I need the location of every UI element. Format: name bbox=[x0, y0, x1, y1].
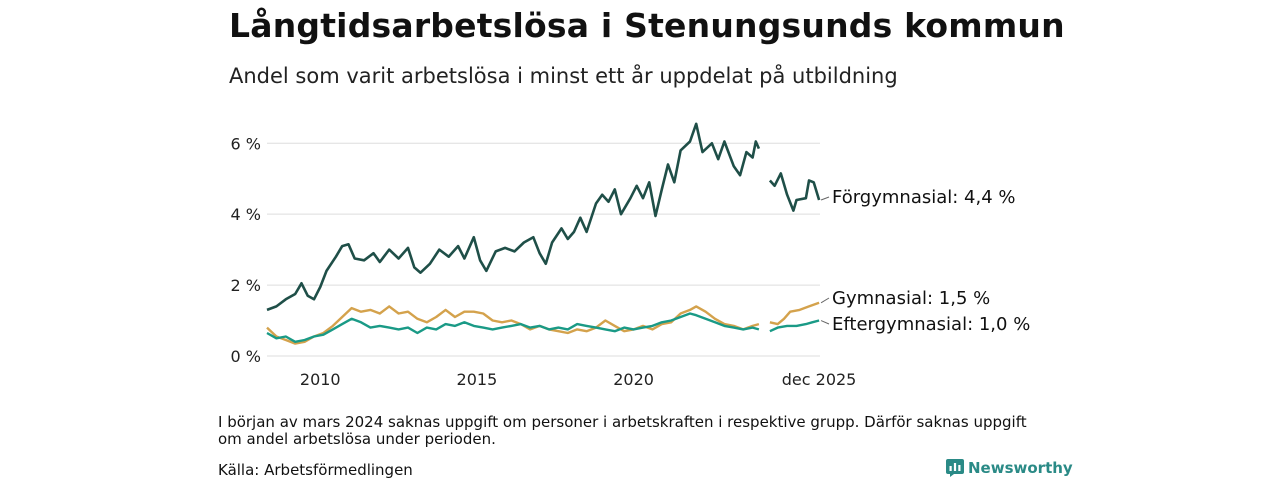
series-line-gymnasial bbox=[266, 305, 760, 345]
x-tick-label: 2010 bbox=[300, 370, 341, 389]
y-tick-label: 2 % bbox=[231, 276, 261, 295]
series-line-forgymnasial bbox=[768, 172, 821, 212]
source-text: Källa: Arbetsförmedlingen bbox=[218, 461, 413, 479]
footnote: I början av mars 2024 saknas uppgift om … bbox=[218, 413, 1027, 448]
x-tick-label: dec 2025 bbox=[782, 370, 857, 389]
label-leader-line bbox=[820, 196, 830, 201]
y-tick-label: 4 % bbox=[231, 205, 261, 224]
label-leader-line bbox=[820, 297, 830, 304]
series-line-eftergymnasial bbox=[769, 319, 820, 333]
x-axis-ticks: 2010 2015 2020 dec 2025 bbox=[300, 370, 856, 389]
gridlines bbox=[267, 142, 820, 357]
series-labels: Förgymnasial: 4,4 % Gymnasial: 1,5 % Efter… bbox=[820, 187, 1030, 335]
series-end-label-gymnasial: Gymnasial: 1,5 % bbox=[832, 288, 990, 309]
brand-name: Newsworthy bbox=[968, 459, 1073, 477]
series-line-gymnasial bbox=[769, 301, 820, 326]
series-end-label-eftergymnasial: Eftergymnasial: 1,0 % bbox=[832, 314, 1030, 335]
x-tick-label: 2015 bbox=[457, 370, 498, 389]
y-axis-ticks: 0 % 2 % 4 % 6 % bbox=[231, 134, 261, 366]
brand-logo[interactable]: Newsworthy bbox=[946, 459, 1073, 477]
series-line-eftergymnasial bbox=[266, 312, 760, 343]
series-lines bbox=[266, 122, 821, 345]
y-tick-label: 0 % bbox=[231, 347, 261, 366]
y-tick-label: 6 % bbox=[231, 134, 261, 153]
series-end-label-forgymnasial: Förgymnasial: 4,4 % bbox=[832, 187, 1016, 208]
label-leader-line bbox=[820, 320, 830, 325]
x-tick-label: 2020 bbox=[613, 370, 654, 389]
newsworthy-logo-icon bbox=[946, 459, 964, 477]
chart-subtitle: Andel som varit arbetslösa i minst ett å… bbox=[229, 64, 898, 88]
series-line-forgymnasial bbox=[266, 122, 761, 312]
chart-title: Långtidsarbetslösa i Stenungsunds kommun bbox=[229, 6, 1065, 45]
